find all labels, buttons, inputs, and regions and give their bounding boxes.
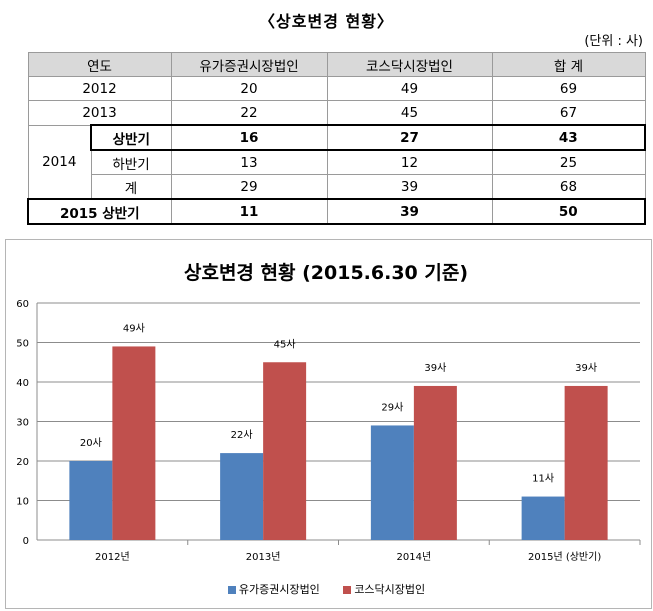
data-label: 45사 [274, 338, 296, 350]
table-title: 〈상호변경 현황〉 [259, 12, 394, 31]
cell-kosdaq: 45 [326, 100, 493, 126]
data-label: 29사 [381, 401, 403, 413]
cell-kosdaq: 49 [326, 76, 493, 101]
bar [220, 453, 264, 540]
data-label: 22사 [231, 429, 253, 441]
cell-year: 2015 상반기 [27, 198, 172, 225]
y-tick-label: 0 [23, 536, 29, 547]
y-tick-label: 10 [16, 497, 29, 508]
cell-kospi: 13 [170, 149, 328, 175]
chart-title: 상호변경 현황 (2015.6.30 기준) [184, 261, 468, 284]
cell-sub: 하반기 [90, 149, 172, 175]
bar [112, 346, 156, 540]
bar [413, 385, 457, 540]
y-tick-label: 20 [16, 457, 29, 468]
legend-label: 유가증권시장법인 [238, 583, 320, 596]
header-kosdaq: 코스닥시장법인 [326, 52, 493, 77]
cell-total: 43 [491, 124, 646, 151]
legend-label: 코스닥시장법인 [354, 583, 426, 596]
bar [564, 385, 608, 540]
bar [370, 425, 414, 540]
table-row: 2015 상반기 11 39 50 [27, 198, 646, 225]
cell-kospi: 20 [170, 76, 328, 101]
unit-label: (단위 : 사) [584, 34, 643, 49]
status-table: 연도 유가증권시장법인 코스닥시장법인 합 계 2012 20 49 69 20… [27, 52, 646, 225]
table-row: 2014 상반기 16 27 43 [27, 124, 646, 200]
header-total: 합 계 [491, 52, 646, 77]
header-kospi: 유가증권시장법인 [170, 52, 328, 77]
cell-kospi: 11 [170, 198, 328, 225]
cell-year: 2012 [27, 76, 172, 101]
cell-kosdaq: 27 [326, 124, 493, 151]
legend-swatch [227, 586, 236, 594]
header-year: 연도 [27, 52, 172, 77]
cell-total: 69 [491, 76, 646, 101]
legend-item: 코스닥시장법인 [343, 581, 425, 597]
data-label: 11사 [532, 473, 554, 485]
bar [69, 461, 113, 540]
cell-total: 68 [491, 174, 646, 200]
data-label: 39사 [424, 362, 446, 374]
y-tick-label: 60 [16, 299, 29, 310]
cell-kospi: 16 [170, 124, 328, 151]
table-row: 하반기 13 12 25 [28, 149, 646, 175]
cell-sub: 상반기 [90, 124, 172, 151]
cell-year: 2014 [27, 124, 92, 200]
data-label: 20사 [80, 437, 102, 449]
table-row: 2012 20 49 69 [27, 76, 646, 101]
x-tick-label: 2014년 [397, 551, 432, 563]
data-label: 49사 [123, 322, 145, 334]
bar [521, 496, 565, 540]
table-header-row: 연도 유가증권시장법인 코스닥시장법인 합 계 [27, 52, 646, 77]
cell-kosdaq: 12 [326, 149, 493, 175]
cell-total: 25 [491, 149, 646, 175]
chart-legend: 유가증권시장법인 코스닥시장법인 [0, 581, 653, 597]
y-tick-label: 30 [16, 418, 29, 429]
y-tick-label: 50 [16, 339, 29, 350]
x-tick-label: 2013년 [246, 551, 281, 563]
y-tick-label: 40 [16, 378, 29, 389]
x-tick-label: 2012년 [95, 551, 130, 563]
x-tick-label: 2015년 (상반기) [528, 551, 601, 563]
data-label: 39사 [575, 362, 597, 374]
legend-swatch [343, 586, 352, 594]
legend-item: 유가증권시장법인 [227, 581, 320, 597]
bar [263, 362, 307, 540]
cell-total: 50 [491, 198, 646, 225]
